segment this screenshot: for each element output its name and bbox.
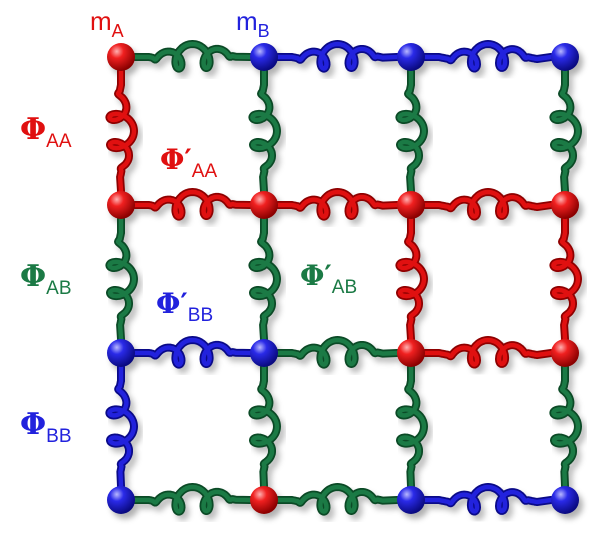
spring-h-3-1 (275, 484, 400, 514)
spring-h-3-0 (132, 484, 253, 514)
spring-h-1-1 (275, 189, 400, 219)
label-m-a: mA (90, 6, 124, 41)
mass-b-3-2 (397, 486, 425, 514)
spring-h-2-1 (275, 337, 400, 367)
mass-a-1-2 (397, 191, 425, 219)
spring-v-0-1 (250, 68, 280, 194)
spring-v-0-0 (107, 68, 137, 194)
mass-a-3-1 (250, 486, 278, 514)
spring-v-1-1 (250, 216, 280, 342)
spring-h-2-2 (422, 337, 554, 367)
spring-h-3-2 (422, 484, 554, 514)
label-phi-prime-bb: Φ′BB (156, 287, 214, 326)
mass-layer (107, 43, 579, 514)
spring-v-0-2 (397, 68, 427, 194)
label-m-b: mB (236, 6, 270, 41)
label-phi-prime-aa: Φ′AA (160, 143, 218, 182)
mass-a-1-0 (107, 191, 135, 219)
spring-v-1-2 (397, 216, 427, 342)
mass-a-1-3 (551, 191, 579, 219)
label-phi-prime-ab: Φ′AB (300, 259, 358, 298)
spring-v-1-0 (107, 216, 137, 342)
spring-v-1-3 (551, 216, 581, 342)
mass-b-3-0 (107, 486, 135, 514)
spring-v-2-3 (551, 364, 581, 489)
spring-h-1-2 (422, 189, 554, 219)
mass-a-2-3 (551, 339, 579, 367)
mass-b-0-2 (397, 43, 425, 71)
spring-v-0-3 (551, 68, 581, 194)
spring-v-2-2 (397, 364, 427, 489)
mass-a-1-1 (250, 191, 278, 219)
spring-h-2-0 (132, 337, 253, 367)
mass-b-0-1 (250, 43, 278, 71)
spring-layer (105, 40, 582, 516)
label-phi-bb: ΦBB (20, 407, 72, 447)
spring-h-1-0 (132, 189, 253, 219)
mass-a-2-2 (397, 339, 425, 367)
spring-h-0-1 (275, 41, 400, 71)
mass-b-3-3 (551, 486, 579, 514)
label-phi-ab: ΦAB (20, 259, 72, 299)
mass-a-0-0 (107, 43, 135, 71)
mass-b-0-3 (551, 43, 579, 71)
mass-b-2-0 (107, 339, 135, 367)
spring-h-0-0 (132, 41, 253, 71)
spring-h-0-2 (422, 41, 554, 71)
mass-b-2-1 (250, 339, 278, 367)
spring-v-2-1 (250, 364, 280, 489)
spring-v-2-0 (107, 364, 137, 489)
label-phi-aa: ΦAA (20, 112, 72, 152)
